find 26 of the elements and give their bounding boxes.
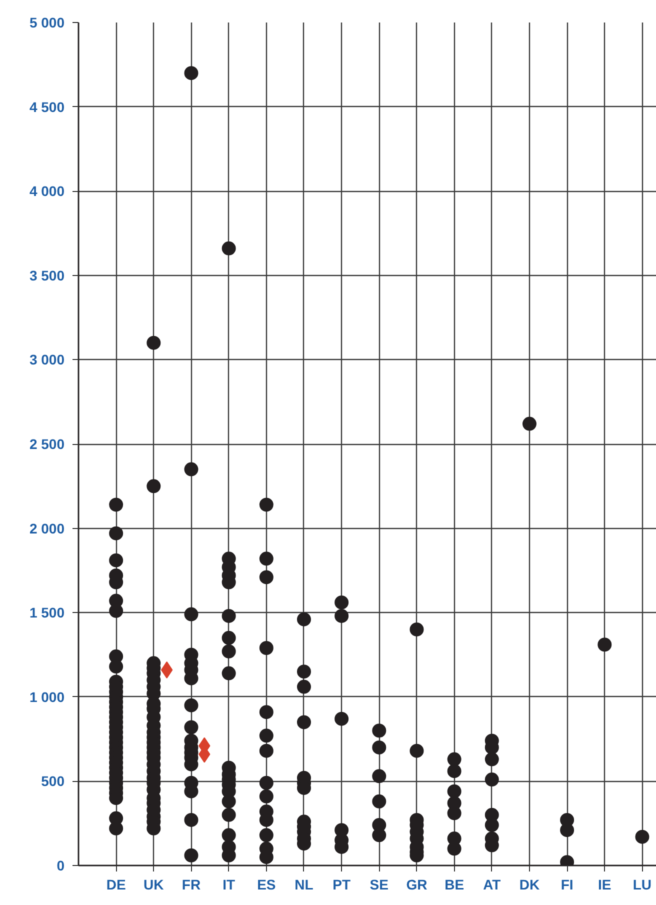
y-tick-label: 2 000 bbox=[29, 520, 65, 536]
x-tick-label: UK bbox=[144, 876, 164, 892]
x-tick-label: PT bbox=[332, 876, 351, 892]
x-tick-label: IT bbox=[222, 876, 236, 892]
x-tick-label: LU bbox=[632, 876, 652, 892]
y-tick-label: 500 bbox=[41, 773, 65, 790]
y-tick-label: 3 500 bbox=[29, 267, 65, 284]
y-tick-label: 4 500 bbox=[29, 98, 65, 115]
x-tick-label: FR bbox=[182, 876, 201, 892]
x-tick-label: SE bbox=[370, 876, 388, 892]
x-tick-label: ES bbox=[257, 876, 276, 892]
y-tick-label: 2 500 bbox=[29, 436, 65, 452]
y-tick-label: 4 000 bbox=[29, 183, 65, 200]
x-tick-label: DE bbox=[106, 876, 126, 892]
x-tick-label: NL bbox=[294, 876, 314, 892]
y-tick-label: 0 bbox=[56, 858, 65, 874]
x-tick-label: BE bbox=[444, 876, 464, 892]
x-tick-label: GR bbox=[406, 876, 428, 892]
x-tick-label: FI bbox=[560, 876, 574, 892]
y-tick-label: 1 000 bbox=[29, 688, 65, 705]
y-tick-label: 3 000 bbox=[29, 352, 65, 368]
y-tick-label: 1 500 bbox=[29, 604, 65, 621]
y-tick-label: 5 000 bbox=[29, 14, 65, 30]
x-tick-label: AT bbox=[483, 876, 502, 892]
x-tick-label: DK bbox=[519, 876, 540, 892]
x-tick-label: IE bbox=[598, 876, 612, 892]
